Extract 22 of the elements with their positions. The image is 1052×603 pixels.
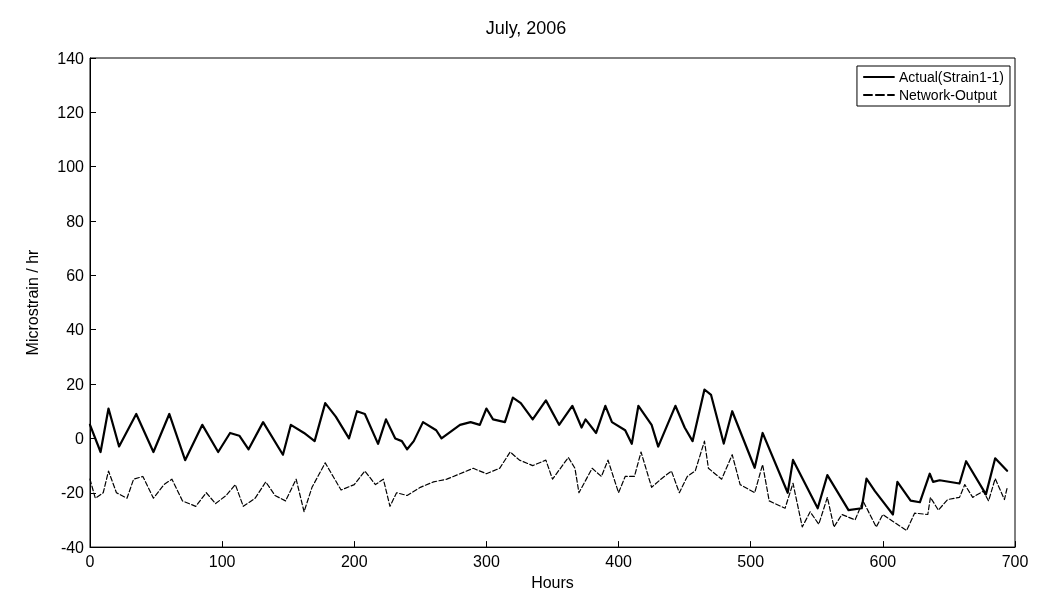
- y-axis-title: Microstrain / hr: [23, 248, 41, 356]
- x-tick-label: 100: [208, 552, 236, 570]
- y-tick-label: 80: [66, 212, 85, 230]
- y-tick-label: 140: [57, 49, 85, 67]
- x-tick-label: 200: [340, 552, 368, 570]
- x-axis-title: Hours: [531, 573, 574, 591]
- y-tick-label: -40: [60, 538, 85, 556]
- x-tick-label: 700: [1001, 552, 1029, 570]
- legend-label: Network-Output: [898, 87, 998, 103]
- y-tick-label: 40: [66, 321, 85, 339]
- x-tick-label: 400: [605, 552, 633, 570]
- y-tick-label: 120: [57, 103, 85, 121]
- x-tick-label: 300: [473, 552, 500, 570]
- chart-title: July, 2006: [485, 18, 567, 38]
- y-tick-label: 20: [66, 375, 85, 393]
- y-tick-label: 60: [66, 266, 85, 284]
- y-tick-label: 100: [57, 158, 85, 176]
- x-tick-label: 500: [737, 552, 765, 570]
- y-tick-label: -20: [60, 484, 85, 502]
- x-tick-label: 600: [869, 552, 897, 570]
- y-tick-label: 0: [75, 429, 85, 447]
- legend-label: Actual(Strain1-1): [898, 69, 1005, 85]
